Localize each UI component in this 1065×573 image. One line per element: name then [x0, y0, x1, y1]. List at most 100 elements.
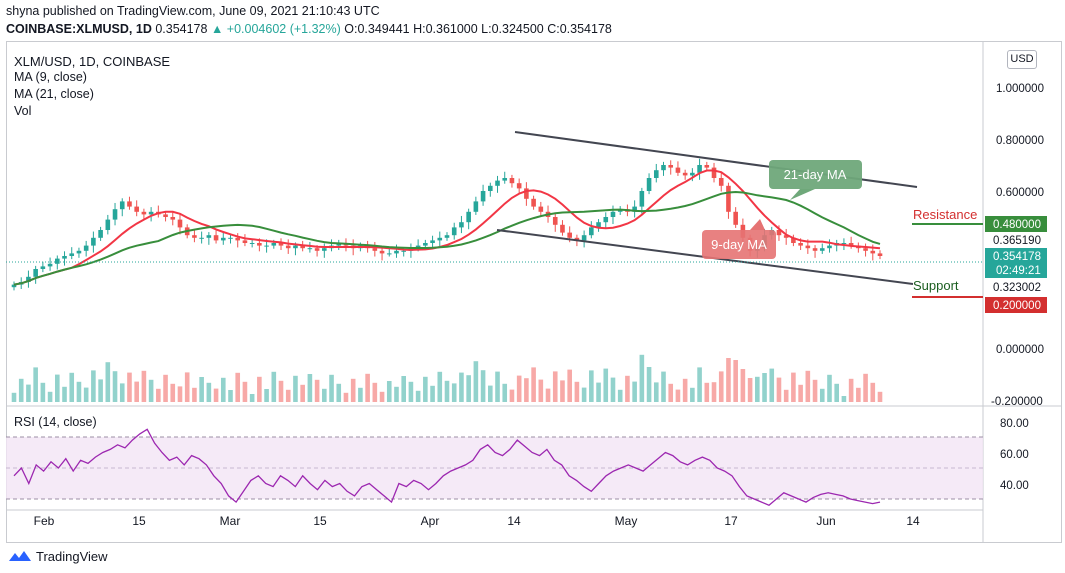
volume-bar	[589, 370, 594, 402]
volume-bar	[322, 388, 327, 402]
time-tick: Jun	[816, 514, 835, 528]
volume-bar	[495, 371, 500, 402]
published-line: shyna published on TradingView.com, June…	[6, 4, 380, 18]
volume-bar	[798, 384, 803, 402]
volume-bar	[430, 385, 435, 402]
candle-body	[726, 185, 731, 212]
candle-body	[83, 245, 89, 251]
symbol-name: COINBASE:XLMUSD, 1D	[6, 22, 152, 36]
candle-body	[516, 183, 522, 189]
candle-body	[206, 235, 212, 238]
candle-body	[307, 248, 313, 250]
volume-bar	[841, 396, 847, 402]
rsi-line	[13, 428, 881, 506]
rsi-tick: 80.00	[1000, 418, 1029, 430]
candle-body	[783, 235, 789, 238]
volume-bar	[632, 381, 637, 402]
candle-body	[163, 214, 168, 217]
currency-button[interactable]: USD	[1007, 50, 1037, 69]
candle-body	[798, 243, 803, 246]
volume-bar	[791, 372, 796, 402]
last-price-badge-text: 0.354178	[993, 251, 1041, 263]
ma9-callout	[702, 230, 776, 259]
volume-bar	[148, 379, 154, 402]
candle-body	[271, 243, 277, 246]
volume-bar	[762, 373, 767, 402]
volume-bar	[285, 389, 291, 402]
volume-bar	[552, 371, 558, 402]
resistance-badge	[985, 216, 1047, 232]
volume-bar	[870, 382, 876, 402]
ma9-legend[interactable]: MA (9, close)	[14, 70, 87, 84]
volume-bar	[668, 383, 674, 402]
volume-bar	[401, 376, 406, 402]
volume-bar	[18, 378, 24, 402]
ma21-callout-pointer	[790, 189, 815, 200]
volume-bar	[560, 380, 565, 402]
candle-body	[322, 248, 327, 251]
candle-body	[69, 253, 75, 256]
vol-legend[interactable]: Vol	[14, 104, 32, 118]
candle-body	[293, 245, 298, 249]
candle-body	[697, 165, 702, 173]
volume-bar	[581, 387, 587, 402]
volume-bar	[26, 384, 31, 402]
candle-body	[538, 206, 544, 212]
volume-bar	[856, 387, 861, 402]
volume-bar	[444, 380, 450, 402]
candle-body	[863, 248, 868, 251]
ma21-badge	[985, 279, 1047, 295]
price-tick: 1.000000	[996, 83, 1044, 95]
footer[interactable]: TradingView	[8, 546, 108, 566]
candle-body	[596, 222, 601, 228]
resistance-label: Resistance	[913, 207, 977, 222]
candle-body	[257, 243, 262, 246]
candle-body	[661, 165, 666, 171]
volume-bar	[134, 381, 139, 402]
candle-body	[76, 250, 82, 254]
ma21-legend[interactable]: MA (21, close)	[14, 87, 94, 101]
volume-bar	[538, 379, 544, 402]
ma21-tag: 21-day MA	[784, 167, 847, 182]
volume-bar	[834, 383, 839, 402]
ma9-badge-text: 0.365190	[993, 235, 1041, 247]
price-tick: 0.800000	[996, 135, 1044, 147]
volume-bar	[213, 388, 219, 402]
volume-bar	[617, 389, 623, 402]
volume-bar	[718, 371, 724, 402]
support-badge-text: 0.200000	[993, 300, 1041, 312]
tradingview-logo-icon	[9, 551, 31, 561]
volume-bar	[314, 379, 320, 402]
candle-body	[285, 245, 291, 249]
candle-body	[170, 217, 176, 220]
time-tick: 14	[507, 514, 521, 528]
volume-bar	[156, 388, 161, 402]
time-tick: Apr	[421, 514, 440, 528]
candle-body	[877, 253, 883, 256]
candle-body	[444, 235, 450, 238]
candle-body	[264, 245, 269, 247]
volume-bar	[423, 376, 428, 402]
volume-bar	[358, 387, 363, 402]
candle-body	[177, 219, 183, 228]
volume-bar	[192, 387, 197, 402]
volume-bar	[755, 376, 760, 402]
candle-body	[213, 235, 219, 241]
volume-bar	[365, 373, 370, 402]
candle-body	[646, 178, 652, 191]
ma9-callout-pointer	[750, 219, 765, 230]
candle-body	[589, 227, 594, 236]
volume-bar	[545, 388, 551, 402]
rsi-label: RSI (14, close)	[14, 415, 97, 429]
candle-body	[394, 250, 399, 254]
candle-body	[47, 263, 53, 267]
volume-bar	[206, 382, 212, 402]
candle-body	[870, 250, 876, 254]
volume-bar	[516, 375, 522, 402]
candle-body	[574, 237, 580, 241]
candle-body	[33, 269, 38, 277]
candle-body	[98, 230, 103, 238]
time-tick: Feb	[34, 514, 55, 528]
candle-body	[220, 237, 226, 241]
